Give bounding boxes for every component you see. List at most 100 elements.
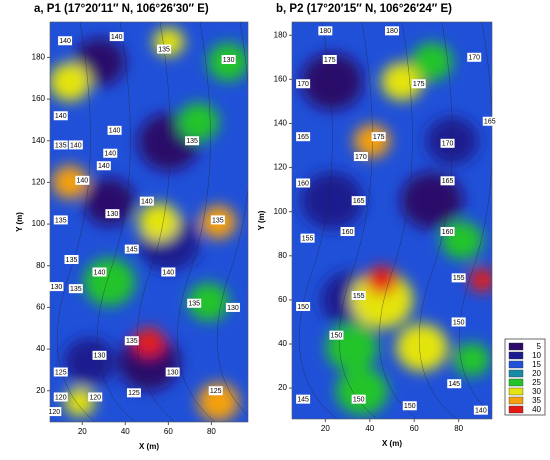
contour-label-box	[124, 336, 139, 346]
contour-label-box	[53, 140, 68, 150]
y-tick-label: 60	[36, 303, 45, 312]
field-blob	[197, 382, 239, 422]
contour-label: 140	[141, 199, 153, 206]
contour-label-box	[124, 244, 139, 254]
contour-label-box	[411, 79, 426, 89]
field-blob	[64, 387, 96, 417]
legend-swatch	[508, 342, 524, 351]
y-tick-label: 100	[32, 219, 46, 228]
field-blob	[138, 202, 180, 242]
contour-label: 155	[453, 275, 465, 282]
field-blob	[133, 327, 165, 357]
contour-label-box	[351, 394, 366, 404]
contour-line	[458, 22, 492, 416]
contour-line	[176, 22, 216, 422]
x-tick-label: 80	[207, 427, 216, 436]
y-tick-label: 40	[36, 344, 45, 353]
contour-label-box	[210, 215, 225, 225]
contour-label-box	[157, 44, 172, 54]
contour-label: 165	[297, 134, 309, 141]
legend-label: 40	[532, 405, 541, 414]
field-blobs	[50, 27, 248, 422]
field-blob	[441, 221, 483, 260]
field-blob	[400, 172, 464, 230]
contour-label: 180	[319, 28, 331, 35]
contour-line	[338, 22, 378, 419]
y-tick-label: 120	[32, 178, 46, 187]
contour-label-box	[185, 136, 200, 146]
y-tick-label: 20	[36, 386, 45, 395]
contour-label-box	[92, 350, 107, 360]
contour-label: 120	[48, 409, 60, 416]
y-tick-label: 140	[32, 136, 46, 145]
contour-label: 140	[94, 269, 106, 276]
contour-label-box	[49, 282, 64, 292]
contour-line	[96, 22, 136, 422]
y-axis-label: Y (m)	[257, 210, 266, 230]
plot-frame	[291, 21, 493, 420]
legend-label: 20	[532, 369, 541, 378]
contour-line	[136, 22, 176, 422]
legend-label: 15	[532, 360, 541, 369]
contour-field	[292, 22, 492, 419]
y-tick-label: 180	[32, 53, 46, 62]
contour-label: 180	[386, 28, 398, 35]
contour-label: 165	[484, 119, 496, 126]
contour-label-box	[75, 175, 90, 185]
contour-label-box	[53, 367, 68, 377]
x-tick-label: 60	[164, 427, 173, 436]
legend-label: 30	[532, 387, 541, 396]
contour-label: 130	[51, 284, 63, 291]
legend-label: 10	[532, 351, 541, 360]
contour-label-box	[47, 407, 62, 417]
contour-label: 135	[186, 138, 198, 145]
y-tick-label: 100	[274, 207, 288, 216]
contour-label: 135	[55, 217, 67, 224]
field-blob	[350, 271, 414, 329]
contour-label: 135	[55, 142, 67, 149]
contour-label-box	[440, 176, 455, 186]
y-tick-label: 60	[278, 295, 287, 304]
contour-label-box	[68, 284, 83, 294]
contour-label: 140	[475, 408, 487, 415]
contour-line	[378, 22, 418, 419]
contour-label-box	[103, 148, 118, 158]
contour-label-box	[300, 233, 315, 243]
contour-label-box	[296, 302, 311, 312]
contour-label: 120	[55, 394, 67, 401]
contour-label: 150	[404, 403, 416, 410]
x-tick-label: 20	[78, 427, 87, 436]
y-tick-label: 40	[278, 339, 287, 348]
contour-label: 135	[212, 217, 224, 224]
contour-label-box	[107, 125, 122, 135]
contour-label: 145	[126, 246, 138, 253]
contour-label: 145	[297, 396, 309, 403]
contour-label: 125	[210, 388, 222, 395]
field-blob	[396, 323, 448, 372]
contour-label: 165	[353, 198, 365, 205]
contour-label-box	[385, 26, 399, 36]
contour-label: 145	[448, 381, 460, 388]
contour-label: 150	[297, 304, 309, 311]
legend-swatch	[508, 405, 524, 414]
contour-label-box	[447, 379, 462, 389]
field-blob	[83, 178, 136, 226]
legend-label: 25	[532, 378, 541, 387]
field-blob	[118, 333, 180, 391]
legend-swatch	[508, 369, 524, 378]
contour-label-box	[105, 209, 120, 219]
contour-label: 170	[297, 81, 309, 88]
contour-label-box	[208, 386, 223, 396]
contour-label-box	[139, 196, 154, 206]
plot-frame	[49, 21, 249, 423]
contour-label-box	[64, 255, 79, 264]
contour-label-box	[161, 267, 176, 277]
contour-label-box	[440, 138, 455, 148]
contour-label: 140	[70, 142, 82, 149]
contour-label: 135	[70, 286, 82, 293]
contour-label: 140	[163, 269, 175, 276]
contour-label-box	[221, 55, 236, 64]
field-blob	[51, 165, 88, 199]
contour-label: 175	[413, 81, 425, 88]
contour-label: 155	[353, 293, 365, 300]
